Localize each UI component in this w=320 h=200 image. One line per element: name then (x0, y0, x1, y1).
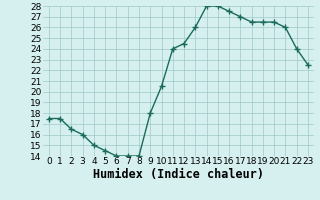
X-axis label: Humidex (Indice chaleur): Humidex (Indice chaleur) (93, 168, 264, 181)
